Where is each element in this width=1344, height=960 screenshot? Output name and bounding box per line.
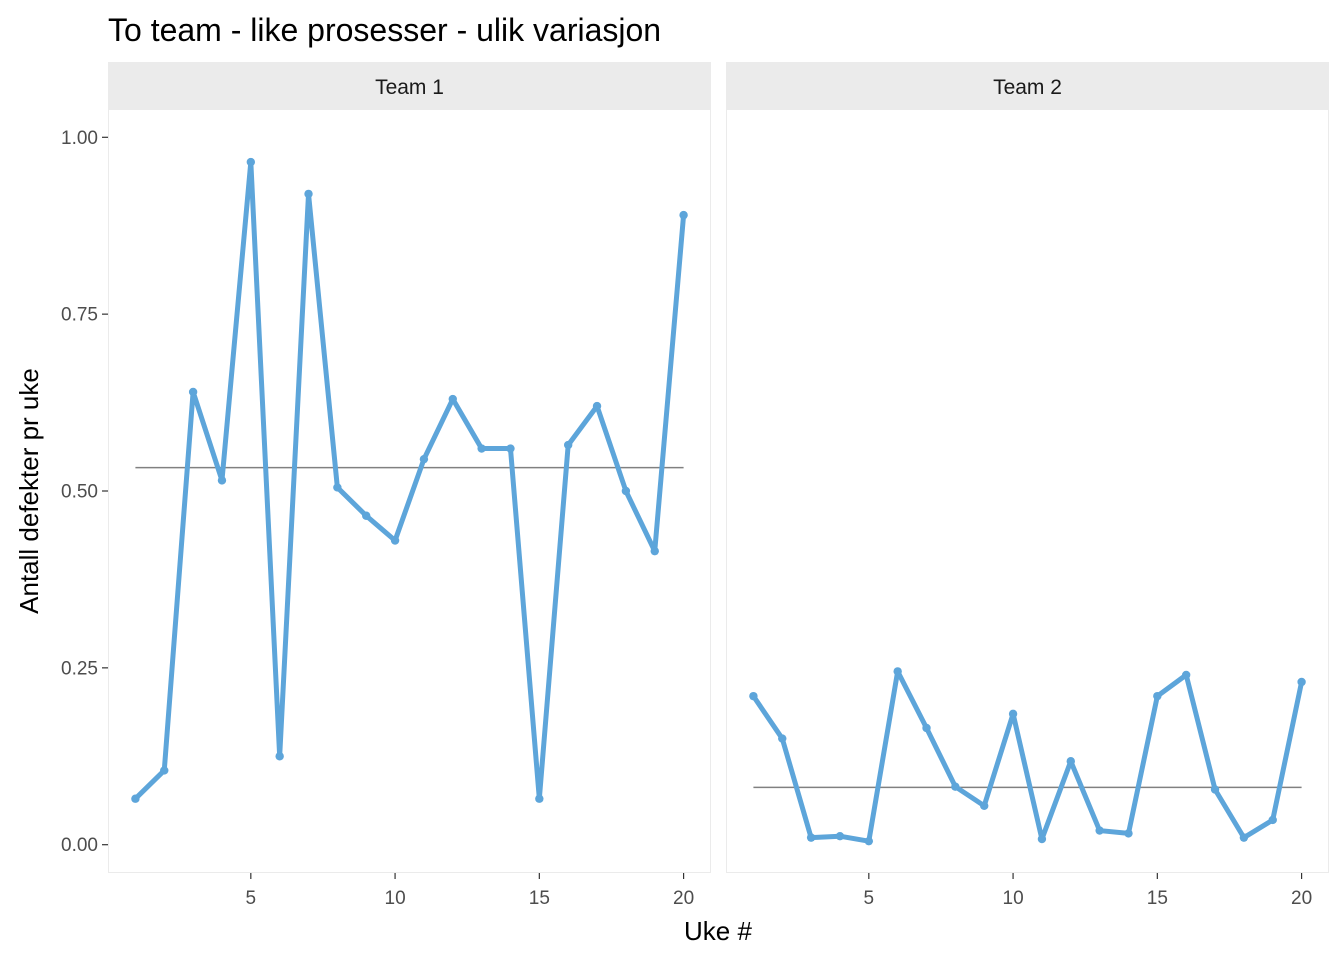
panel-border-team-2 (726, 109, 1329, 873)
x-tick-label: 5 (246, 888, 257, 909)
data-point-team-1 (621, 486, 631, 496)
y-axis-ticks: 0.00 0.25 0.50 0.75 1.00 (61, 128, 108, 856)
data-point-team-2 (835, 832, 845, 841)
y-axis-title: Antall defekter pr uke (14, 368, 44, 614)
data-point-team-1 (477, 444, 486, 453)
x-tick-label: 5 (864, 888, 875, 909)
x-axis-ticks-team-2: 5 10 15 20 (864, 873, 1312, 909)
panel-team-2: Team 2 5 10 15 20 (726, 62, 1329, 909)
data-point-team-1 (506, 444, 515, 453)
x-tick-label: 20 (1291, 888, 1312, 909)
data-point-team-1 (563, 440, 573, 450)
data-point-team-2 (749, 691, 758, 701)
data-point-team-1 (448, 394, 457, 404)
y-tick-label: 0.25 (61, 658, 98, 679)
panel-border-team-1 (108, 109, 711, 873)
data-point-team-2 (980, 801, 989, 810)
data-point-team-1 (188, 387, 198, 397)
data-point-team-2 (922, 723, 931, 733)
y-tick-label: 1.00 (61, 128, 98, 149)
data-point-team-2 (1268, 815, 1277, 825)
data-point-team-1 (217, 476, 227, 485)
series-line-team-1 (132, 159, 687, 802)
data-point-team-1 (131, 794, 140, 803)
strip-label-team-2: Team 2 (993, 76, 1062, 99)
data-point-team-1 (275, 752, 284, 761)
data-point-team-2 (1124, 829, 1133, 838)
y-tick-label: 0.75 (61, 305, 98, 326)
data-point-team-1 (390, 536, 400, 545)
data-point-team-2 (1239, 833, 1249, 842)
data-point-team-2 (778, 734, 787, 743)
data-point-team-2 (806, 833, 816, 842)
data-point-team-1 (535, 794, 544, 803)
data-point-team-1 (419, 454, 429, 464)
data-point-team-2 (1181, 670, 1191, 680)
strip-team-2 (726, 62, 1329, 109)
data-point-team-2 (1210, 785, 1220, 794)
series-points-team-1 (131, 157, 688, 803)
data-point-team-2 (1153, 691, 1162, 701)
series-line-team-2 (750, 668, 1305, 844)
data-point-team-1 (333, 483, 342, 492)
data-point-team-1 (362, 511, 371, 520)
data-point-team-2 (1066, 757, 1075, 766)
x-axis-title: Uke # (684, 916, 752, 946)
data-point-team-1 (160, 766, 169, 775)
data-point-team-1 (650, 546, 659, 556)
data-point-team-2 (1037, 834, 1047, 844)
data-point-team-2 (893, 667, 902, 676)
data-point-team-1 (246, 157, 256, 167)
x-tick-label: 15 (529, 888, 550, 909)
series-points-team-2 (749, 667, 1306, 846)
x-axis-ticks-team-1: 5 10 15 20 (246, 873, 694, 909)
data-point-team-1 (679, 210, 688, 220)
x-tick-label: 15 (1147, 888, 1168, 909)
x-tick-label: 20 (673, 888, 694, 909)
data-point-team-2 (951, 782, 960, 791)
data-point-team-2 (1008, 709, 1018, 719)
data-point-team-1 (304, 189, 313, 199)
x-tick-label: 10 (1003, 888, 1024, 909)
chart-title: To team - like prosesser - ulik variasjo… (108, 12, 661, 48)
data-point-team-1 (592, 401, 602, 411)
strip-label-team-1: Team 1 (375, 76, 444, 99)
data-point-team-2 (864, 836, 874, 846)
y-tick-label: 0.00 (61, 835, 98, 856)
y-tick-label: 0.50 (61, 482, 98, 503)
data-point-team-2 (1297, 677, 1306, 687)
x-tick-label: 10 (385, 888, 406, 909)
data-point-team-2 (1095, 826, 1104, 835)
strip-team-1 (108, 62, 711, 109)
panel-team-1: Team 1 0.00 0.25 0.50 0.75 1.00 5 10 15 20 (61, 62, 711, 909)
